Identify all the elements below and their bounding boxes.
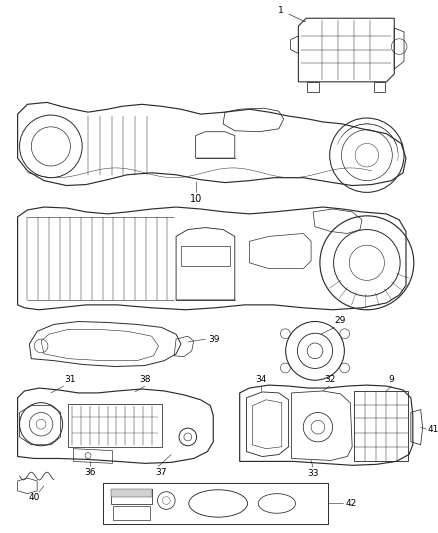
Bar <box>103 483 328 524</box>
Bar <box>110 489 152 497</box>
Text: 29: 29 <box>335 317 346 326</box>
Bar <box>113 506 150 520</box>
Text: 40: 40 <box>28 492 40 502</box>
Text: 9: 9 <box>389 375 394 384</box>
Text: 38: 38 <box>139 375 151 384</box>
Text: 10: 10 <box>190 195 202 204</box>
Text: 31: 31 <box>65 375 76 384</box>
Text: 34: 34 <box>255 375 267 384</box>
Text: 36: 36 <box>84 469 96 477</box>
Text: 41: 41 <box>427 425 438 434</box>
Text: 1: 1 <box>278 6 306 22</box>
Text: 33: 33 <box>307 469 319 478</box>
Text: 32: 32 <box>324 375 336 384</box>
Bar <box>354 391 408 462</box>
Bar <box>68 403 162 447</box>
Text: 42: 42 <box>345 499 357 508</box>
Bar <box>110 489 152 504</box>
Text: 37: 37 <box>155 469 167 477</box>
Text: 39: 39 <box>208 335 220 344</box>
